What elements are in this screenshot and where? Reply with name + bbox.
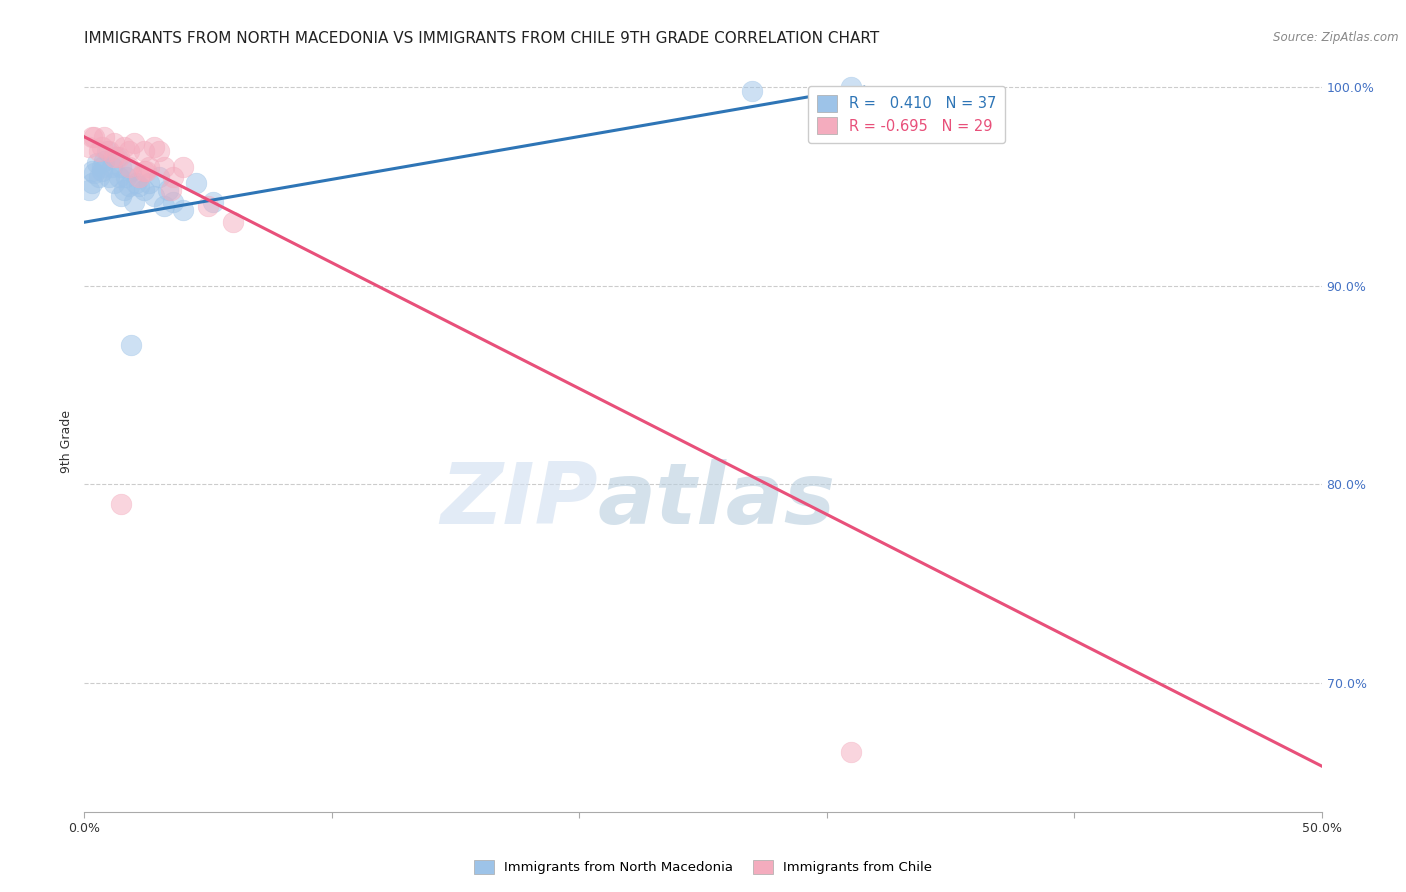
Point [83,165,105,179]
Point [120,338,142,352]
Point [115,169,138,184]
Point [103,150,125,164]
Point [120,163,142,178]
Point [100,160,122,174]
Point [128,179,150,194]
Text: ZIP: ZIP [440,459,598,542]
Point [160,184,183,198]
Point [112,140,135,154]
Point [172,160,194,174]
Point [202,195,225,210]
Point [128,169,150,184]
Point [90,160,112,174]
Point [80,163,103,178]
Point [841,80,863,95]
Point [841,745,863,759]
Point [108,150,131,164]
Point [138,160,160,174]
Point [105,150,128,164]
Point [110,497,132,511]
Text: Source: ZipAtlas.com: Source: ZipAtlas.com [1274,31,1399,45]
Point [135,163,157,178]
Point [148,169,170,184]
Point [90,140,112,154]
Point [184,176,207,190]
Point [80,129,103,144]
Point [80,176,103,190]
Point [79,140,101,154]
Point [741,84,763,98]
Point [108,169,131,184]
Point [152,160,174,174]
Point [148,144,170,158]
Point [138,176,160,190]
Point [152,199,174,213]
Point [90,163,112,178]
Point [162,169,184,184]
Point [118,144,141,158]
Point [110,160,132,174]
Point [79,184,101,198]
Point [132,144,155,158]
Point [172,203,194,218]
Point [98,144,121,158]
Point [93,153,115,168]
Point [110,189,132,203]
Point [103,176,125,190]
Point [142,189,165,203]
Point [132,163,155,178]
Point [122,136,145,150]
Point [96,144,118,158]
Point [197,199,219,213]
Legend: R =   0.410   N = 37, R = -0.695   N = 29: R = 0.410 N = 37, R = -0.695 N = 29 [808,86,1005,143]
Point [86,155,108,169]
Point [103,136,125,150]
Point [89,144,111,158]
Y-axis label: 9th Grade: 9th Grade [59,410,73,473]
Point [162,195,184,210]
Point [222,215,245,229]
Point [157,184,180,198]
Point [89,169,111,184]
Point [142,140,165,154]
Point [98,169,121,184]
Text: atlas: atlas [598,459,837,542]
Point [93,129,115,144]
Point [118,179,141,194]
Point [112,184,135,198]
Point [132,184,155,198]
Point [125,176,148,190]
Point [118,160,141,174]
Legend: Immigrants from North Macedonia, Immigrants from Chile: Immigrants from North Macedonia, Immigra… [467,854,939,881]
Text: IMMIGRANTS FROM NORTH MACEDONIA VS IMMIGRANTS FROM CHILE 9TH GRADE CORRELATION C: IMMIGRANTS FROM NORTH MACEDONIA VS IMMIG… [84,31,880,46]
Point [83,129,105,144]
Point [122,195,145,210]
